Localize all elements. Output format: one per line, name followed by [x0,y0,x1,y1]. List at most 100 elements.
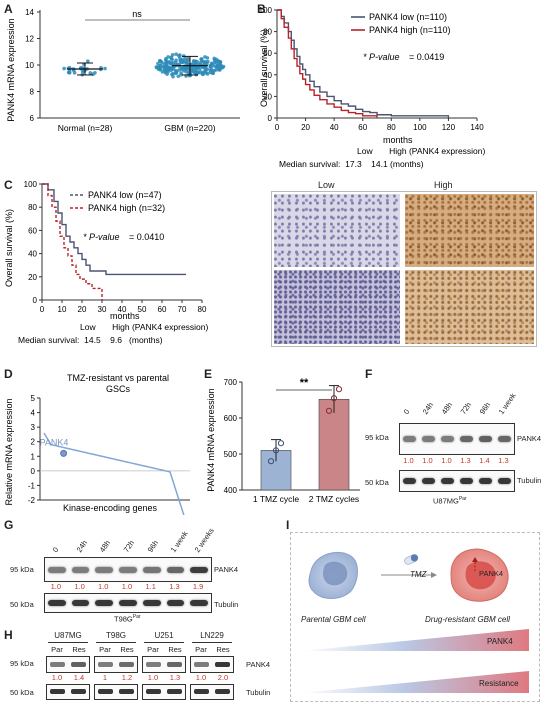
panel-a-dot [201,72,205,77]
panel-d-pank4-label: PANK4 [40,437,69,447]
panel-h-lane-label: Res [168,645,182,654]
panel-d-ytick-label: 2 [31,438,36,447]
panel-a-dot [158,64,162,68]
panel-a-dot [205,67,209,71]
panel-c-xtick-label: 80 [198,305,207,314]
panel-b-ylabel: Overall survival (%) [259,29,269,107]
panel-d-xlabel: Kinase-encoding genes [63,503,158,513]
panel-f-lane-label: 24h [420,400,435,416]
panel-f-blot-pank4 [399,423,515,455]
panel-f-lane-label: 96h [477,400,492,416]
panel-c-xtick-label: 60 [158,305,167,314]
panel-h-mw-top: 95 kDa [10,659,34,668]
panel-h-band-pank4: PANK4 [246,660,271,669]
panel-label-a: A [4,2,13,16]
panel-b-chart: Overall survival (%) 0 20 40 60 80 100 0 20 40 60… [259,6,486,169]
panel-h-pank4-band [167,662,182,667]
panel-a-dot [197,70,201,75]
panel-f-pank4-band [403,436,416,442]
panel-d-axes: -2 -1 0 1 2 3 4 5 [28,394,190,505]
panel-a-dot [62,66,66,71]
panel-g-tubulin-band [119,600,137,606]
panel-h-blot-pank4 [46,656,90,673]
panel-i-gradient-pank4: PANK4 [487,637,513,646]
panel-f-tubulin-band [460,478,473,484]
panel-a-dot [174,69,179,74]
panel-a-dot [162,65,166,69]
panel-b-xtick-label: 0 [275,123,280,132]
panel-a-dot [170,53,175,57]
panel-h-value: 1.2 [121,673,133,682]
arrow-head-icon [431,572,437,578]
panel-b-pvalue-label: * P-value [363,52,400,62]
panel-h-blot-tubulin [94,684,138,700]
panel-h-blot-pank4 [190,656,234,673]
panel-i-treatment: TMZ [410,570,427,579]
panel-c-chart: Overall survival (%) 0 20 40 60 80 100 0 10 20 30… [4,180,209,345]
panel-h-tubulin-band [146,689,161,694]
panel-d-ylabel: Relative mRNA expression [4,398,14,505]
panel-d-ytick-label: 1 [31,452,36,461]
panel-a-ytick-label: 6 [30,114,35,123]
panel-h-pank4-band [146,662,161,667]
panel-b-xtick-label: 40 [330,123,339,132]
panel-a-yaxis: 6 8 10 12 14 [25,8,40,123]
panel-a-dot [179,59,183,63]
panel-g-tubulin-band [48,600,66,606]
panel-h-lane-label: Res [216,645,230,654]
panel-e-chart: PANK4 mRNA expression 400 500 600 700 ** 1 … [206,377,360,504]
panel-e-point [325,407,333,414]
panel-f-mw-bottom: 50 kDa [365,478,389,487]
resistance-gradient-triangle [301,671,529,693]
tmz-capsule-icon [404,554,419,565]
panel-c-ylabel: Overall survival (%) [4,209,14,287]
ihc-label-low: Low [318,180,335,190]
panel-a-dot [178,53,182,57]
panel-a-ylabel: PANK4 mRNA expression [6,18,16,121]
panel-d-ytick-label: 5 [31,394,36,403]
panel-a-dot [72,71,77,75]
panel-b-km-curve [277,9,378,118]
panel-c-pvalue: = 0.0410 [129,232,164,242]
panel-d-curve [43,432,185,515]
parental-nucleus-icon [323,561,348,586]
panel-c-pvalue-label: * P-value [83,232,120,242]
panel-g-blot-pank4 [44,557,212,582]
panel-h-group-t98g: T98G Par Res 1 1.2 [94,628,138,703]
panel-b-ytick-label: 80 [263,28,272,37]
panel-a-dot [156,61,160,66]
panel-d-ytick-label: -2 [28,496,36,505]
panel-a-dot [205,61,209,66]
panel-a-dot [156,67,161,71]
panel-label-b: B [257,2,266,16]
panel-g-value: 1.3 [169,582,180,591]
panel-c-axes: 0 20 40 60 80 100 0 10 20 30 40 50 60 70 80 [24,180,207,314]
panel-a-group-gbm: GBM (n=220) [164,123,215,133]
panel-b-ytick-label: 100 [259,6,273,15]
panel-label-h: H [4,628,13,642]
panel-h-value: 2.0 [217,673,229,682]
panel-h-value: 1.0 [195,673,207,682]
panel-h-value: 1.0 [147,673,159,682]
panel-a-dot [168,60,173,65]
panel-h-group-u87mg: U87MG Par Res 1.0 1.4 [46,628,90,703]
ihc-low-bottom-image [274,270,400,344]
panel-g-tubulin-band [190,600,208,606]
panel-a-dot [86,59,90,63]
panel-a-ytick-label: 10 [25,61,34,70]
panel-c-ytick-label: 100 [24,180,38,189]
panel-a-dot [204,71,208,75]
panel-g-lane-label: 96h [145,538,160,554]
panel-f-lane-labels: 0 24h 48h 72h 96h 1 week [401,378,517,418]
panel-g-lane-label: 1 week [169,529,191,554]
panel-b-axes: 0 20 40 60 80 100 0 20 40 60 80 100 120 140 [259,6,485,132]
panel-a-dot [186,62,190,66]
panel-f-lane-label: 48h [439,400,454,416]
panel-a-dot [192,70,197,75]
panel-label-e: E [204,367,213,381]
panel-h-pank4-band [71,662,86,667]
panel-a-dot [205,56,210,60]
panel-b-ytick-label: 20 [263,92,272,101]
panel-g-pank4-band [166,566,185,573]
panel-h-pank4-band [98,662,113,667]
